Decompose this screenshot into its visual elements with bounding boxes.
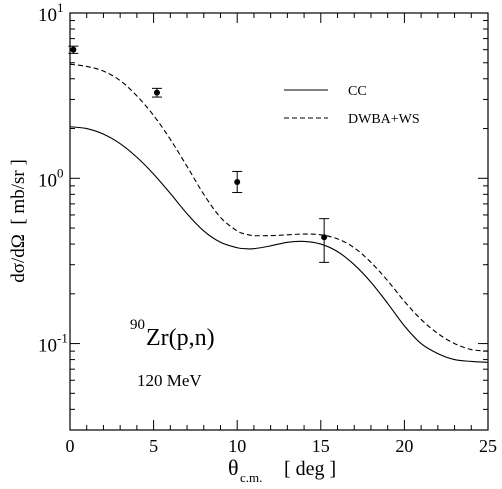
data-point: [321, 234, 328, 241]
data-point: [153, 89, 160, 96]
curves: [69, 63, 489, 363]
x-axis-label-theta: θ: [228, 455, 239, 480]
x-tick-label: 10: [228, 436, 246, 456]
series-line-cc: [69, 126, 489, 363]
annotation-reaction: Zr(p,n): [146, 325, 215, 351]
y-tick-label: 10-1: [38, 331, 68, 357]
series-line-dwba: [69, 63, 489, 352]
legend-label-dwba: DWBA+WS: [348, 112, 420, 127]
x-tick-label: 0: [66, 436, 75, 456]
data-point: [234, 178, 241, 185]
y-tick-label: 100: [38, 165, 64, 191]
data-points: [68, 45, 330, 263]
axis-ticks: [69, 13, 489, 431]
legend: CC DWBA+WS: [284, 84, 420, 127]
tick-labels: 0 5 10 15 20 25 10-1 100 101: [38, 0, 497, 456]
annotation-energy: 120 MeV: [137, 371, 202, 390]
x-axis-label: θ c.m. [ deg ]: [228, 455, 336, 485]
x-axis-label-unit: [ deg ]: [284, 458, 336, 480]
x-tick-label: 25: [479, 436, 497, 456]
annotation-mass-number: 90: [130, 317, 145, 333]
x-axis-label-subscript: c.m.: [240, 470, 262, 485]
y-tick-label: 101: [38, 0, 64, 26]
x-tick-label: 5: [149, 436, 158, 456]
legend-label-cc: CC: [348, 84, 367, 99]
x-tick-label: 15: [312, 436, 330, 456]
plot-frame: [69, 12, 489, 431]
y-axis-label: dσ/dΩ [ mb/sr ]: [8, 159, 29, 283]
reaction-annotation: 90 Zr(p,n) 120 MeV: [130, 317, 215, 390]
data-point: [70, 46, 77, 53]
x-tick-label: 20: [395, 436, 413, 456]
